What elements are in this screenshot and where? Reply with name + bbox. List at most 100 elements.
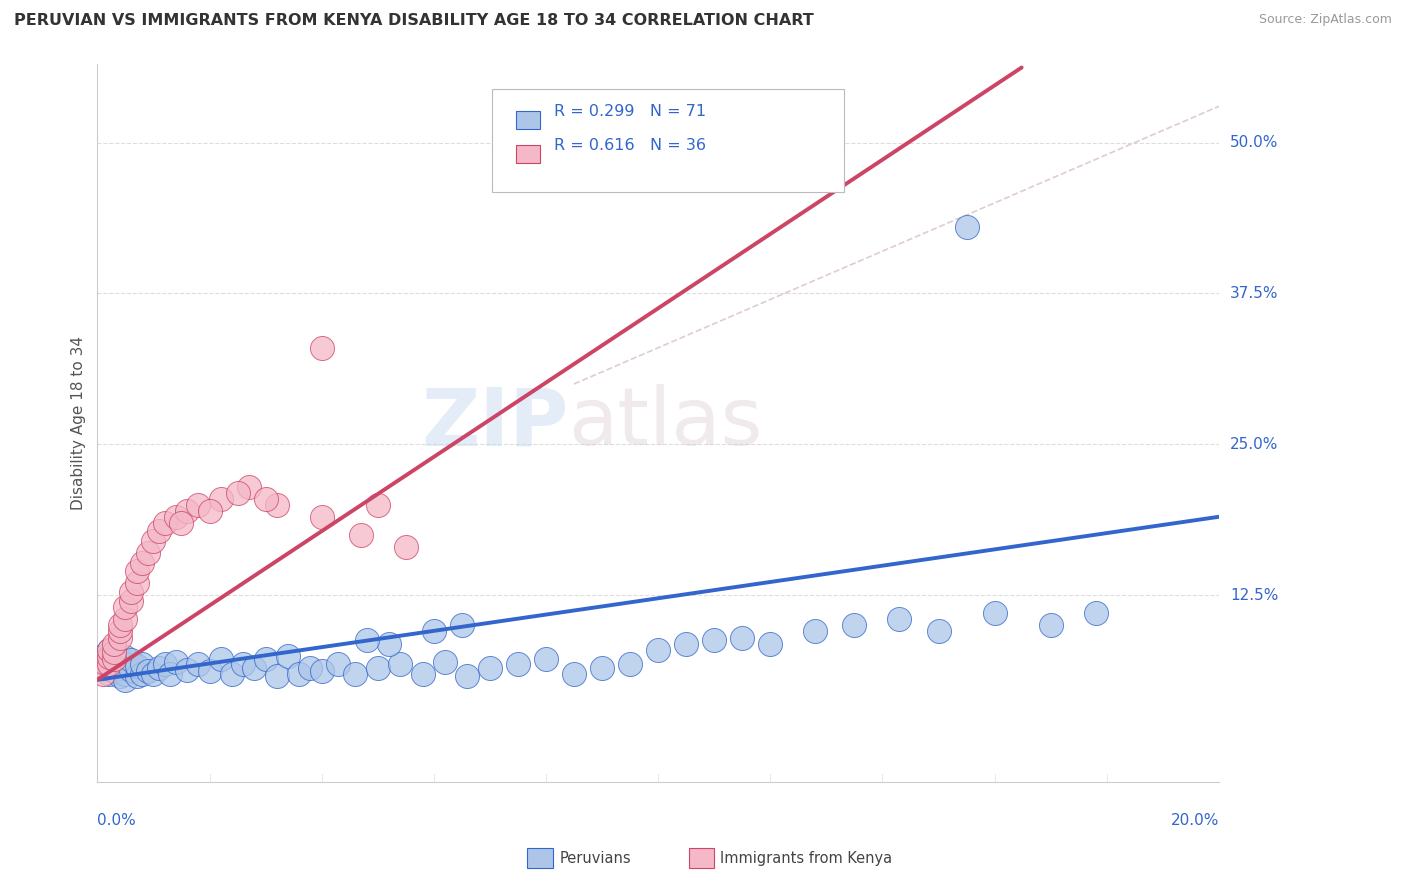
Point [288, 666, 311, 681]
Point [209, 652, 232, 666]
Point [243, 661, 266, 675]
Point [91, 666, 114, 681]
Point [456, 669, 478, 683]
Point [254, 491, 277, 506]
Point [108, 652, 131, 666]
Point [266, 498, 288, 512]
Point [114, 666, 136, 681]
Point [108, 631, 131, 645]
Point [120, 584, 142, 599]
Text: Peruvians: Peruvians [560, 851, 631, 865]
Text: 50.0%: 50.0% [1230, 135, 1278, 150]
Text: atlas: atlas [568, 384, 763, 462]
Point [731, 631, 754, 645]
Point [311, 341, 333, 355]
Text: 0.0%: 0.0% [97, 813, 136, 828]
Point [187, 498, 209, 512]
Point [478, 661, 501, 675]
Point [619, 657, 641, 671]
Point [506, 657, 529, 671]
Point [254, 652, 277, 666]
Point [125, 659, 148, 673]
Point [103, 655, 125, 669]
Point [125, 576, 148, 591]
Text: 20.0%: 20.0% [1171, 813, 1219, 828]
Point [170, 516, 193, 530]
Point [299, 661, 322, 675]
Text: Immigrants from Kenya: Immigrants from Kenya [720, 851, 891, 865]
Point [412, 666, 434, 681]
Point [91, 655, 114, 669]
Point [434, 655, 457, 669]
Point [889, 612, 911, 626]
Point [804, 624, 827, 639]
Point [232, 657, 254, 671]
Point [328, 657, 350, 671]
Point [148, 524, 170, 539]
Point [97, 642, 120, 657]
Point [983, 607, 1005, 621]
Point [131, 666, 153, 681]
Point [759, 636, 782, 650]
Point [176, 504, 198, 518]
Point [165, 655, 187, 669]
Point [131, 657, 153, 671]
Point [344, 666, 367, 681]
Point [226, 485, 249, 500]
Point [1084, 607, 1107, 621]
Point [97, 649, 120, 664]
Point [108, 669, 131, 683]
Point [238, 480, 260, 494]
Point [103, 636, 125, 650]
Point [844, 618, 866, 632]
Text: PERUVIAN VS IMMIGRANTS FROM KENYA DISABILITY AGE 18 TO 34 CORRELATION CHART: PERUVIAN VS IMMIGRANTS FROM KENYA DISABI… [14, 13, 814, 29]
Point [221, 666, 243, 681]
Point [114, 657, 136, 671]
Text: R = 0.616   N = 36: R = 0.616 N = 36 [554, 138, 706, 153]
Point [266, 669, 288, 683]
Point [142, 533, 165, 548]
Point [955, 220, 977, 235]
Point [159, 666, 181, 681]
Point [562, 666, 585, 681]
Text: R = 0.299   N = 71: R = 0.299 N = 71 [554, 104, 706, 119]
Point [91, 661, 114, 675]
Point [114, 673, 136, 687]
Point [97, 651, 120, 665]
Point [378, 636, 401, 650]
Point [142, 666, 165, 681]
Point [311, 509, 333, 524]
Point [423, 624, 446, 639]
Point [91, 655, 114, 669]
Point [534, 652, 557, 666]
Point [647, 642, 669, 657]
Text: 12.5%: 12.5% [1230, 588, 1278, 603]
Text: Source: ZipAtlas.com: Source: ZipAtlas.com [1258, 13, 1392, 27]
Point [120, 663, 142, 677]
Point [97, 657, 120, 671]
Point [311, 665, 333, 679]
Point [103, 645, 125, 659]
Point [114, 649, 136, 664]
Point [136, 665, 159, 679]
Point [131, 556, 153, 570]
Point [125, 669, 148, 683]
Text: ZIP: ZIP [422, 384, 568, 462]
Point [450, 618, 472, 632]
Point [120, 594, 142, 608]
Point [136, 546, 159, 560]
Point [108, 661, 131, 675]
Point [703, 632, 725, 647]
Point [928, 624, 950, 639]
Point [356, 632, 378, 647]
Point [350, 528, 373, 542]
Point [108, 624, 131, 639]
Point [97, 666, 120, 681]
Point [591, 661, 613, 675]
Point [367, 661, 389, 675]
Point [97, 642, 120, 657]
Point [389, 657, 412, 671]
Text: 25.0%: 25.0% [1230, 437, 1278, 452]
Point [165, 509, 187, 524]
Point [1039, 618, 1062, 632]
